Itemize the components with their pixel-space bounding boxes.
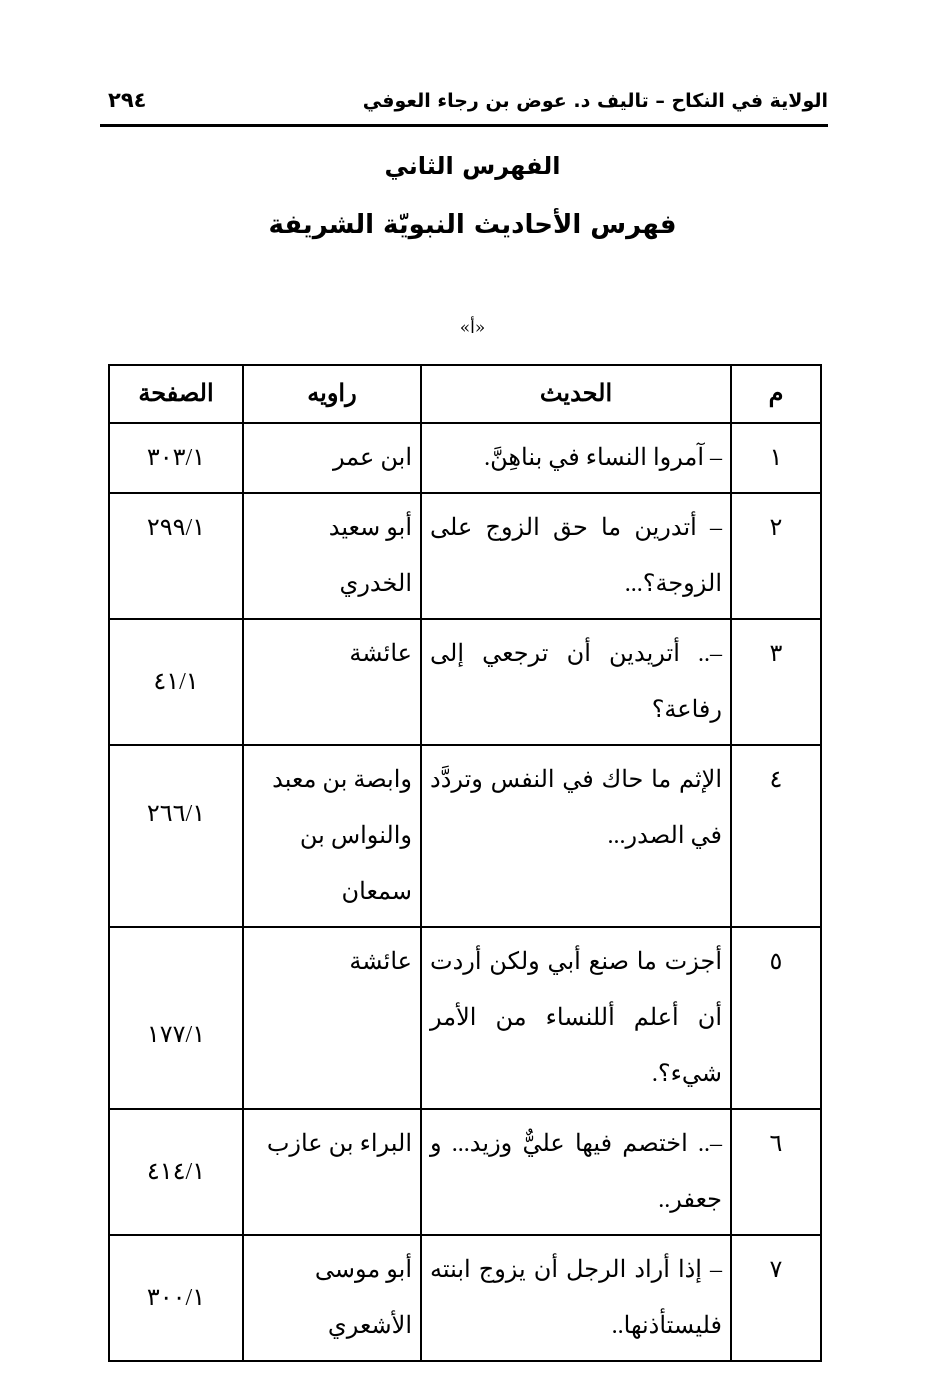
row-number: ٤	[730, 744, 822, 928]
table-row: ٤ الإثم ما حاك في النفس وتردَّد في الصدر…	[108, 744, 822, 928]
row-number: ٦	[730, 1108, 822, 1236]
hadith-text: الإثم ما حاك في النفس وتردَّد في الصدر..…	[420, 744, 732, 928]
row-number: ٣	[730, 618, 822, 746]
table-row: ٢ – أتدرين ما حق الزوج على الزوجة؟... أب…	[108, 492, 822, 620]
hadith-text: – آمروا النساء في بناهِنَّ.	[420, 422, 732, 494]
row-number: ٧	[730, 1234, 822, 1362]
table-row: ٣ –.. أتريدين أن ترجعي إلى رفاعة؟ عائشة …	[108, 618, 822, 746]
page-reference: ٢٩٩/١	[108, 492, 244, 620]
column-header-narrator: راويه	[242, 364, 422, 424]
narrator: أبو موسى الأشعري	[242, 1234, 422, 1362]
table-row: ١ – آمروا النساء في بناهِنَّ. ابن عمر ٣٠…	[108, 422, 822, 494]
narrator: ابن عمر	[242, 422, 422, 494]
column-header-number: م	[730, 364, 822, 424]
hadith-text: –.. اختصم فيها عليٌّ وزيد... و جعفر..	[420, 1108, 732, 1236]
page-number: ٢٩٤	[108, 88, 147, 112]
letter-heading: «أ»	[459, 318, 486, 338]
page-reference: ٣٠٠/١	[108, 1234, 244, 1362]
running-title: الولاية في النكاح – تاليف د. عوض بن رجاء…	[362, 90, 828, 112]
narrator: عائشة	[242, 926, 422, 1110]
narrator: البراء بن عازب	[242, 1108, 422, 1236]
narrator: وابصة بن معبد والنواس بن سمعان	[242, 744, 422, 928]
row-number: ١	[730, 422, 822, 494]
running-header: الولاية في النكاح – تاليف د. عوض بن رجاء…	[100, 86, 828, 127]
hadith-text: – إذا أراد الرجل أن يزوج ابنته فليستأذنه…	[420, 1234, 732, 1362]
table-row: ٥ أجزت ما صنع أبي ولكن أردت أن أعلم أللن…	[108, 926, 822, 1110]
page-reference: ٤١/١	[108, 618, 244, 746]
narrator: أبو سعيد الخدري	[242, 492, 422, 620]
table-row: ٦ –.. اختصم فيها عليٌّ وزيد... و جعفر.. …	[108, 1108, 822, 1236]
table-header-row: م الحديث راويه الصفحة	[108, 364, 822, 424]
column-header-hadith: الحديث	[420, 364, 732, 424]
page-reference: ٤١٤/١	[108, 1108, 244, 1236]
row-number: ٢	[730, 492, 822, 620]
hadith-text: أجزت ما صنع أبي ولكن أردت أن أعلم أللنسا…	[420, 926, 732, 1110]
column-header-page: الصفحة	[108, 364, 244, 424]
hadith-text: –.. أتريدين أن ترجعي إلى رفاعة؟	[420, 618, 732, 746]
page-reference: ١٧٧/١	[108, 926, 244, 1110]
hadith-text: – أتدرين ما حق الزوج على الزوجة؟...	[420, 492, 732, 620]
row-number: ٥	[730, 926, 822, 1110]
page-reference: ٣٠٣/١	[108, 422, 244, 494]
index-subject: فهرس الأحاديث النبويّة الشريفة	[268, 210, 677, 240]
narrator: عائشة	[242, 618, 422, 746]
page-reference: ٢٦٦/١	[108, 744, 244, 928]
hadith-index-table: م الحديث راويه الصفحة ١ – آمروا النساء ف…	[108, 364, 822, 1362]
index-name: الفهرس الثاني	[384, 152, 561, 180]
table-row: ٧ – إذا أراد الرجل أن يزوج ابنته فليستأذ…	[108, 1234, 822, 1362]
